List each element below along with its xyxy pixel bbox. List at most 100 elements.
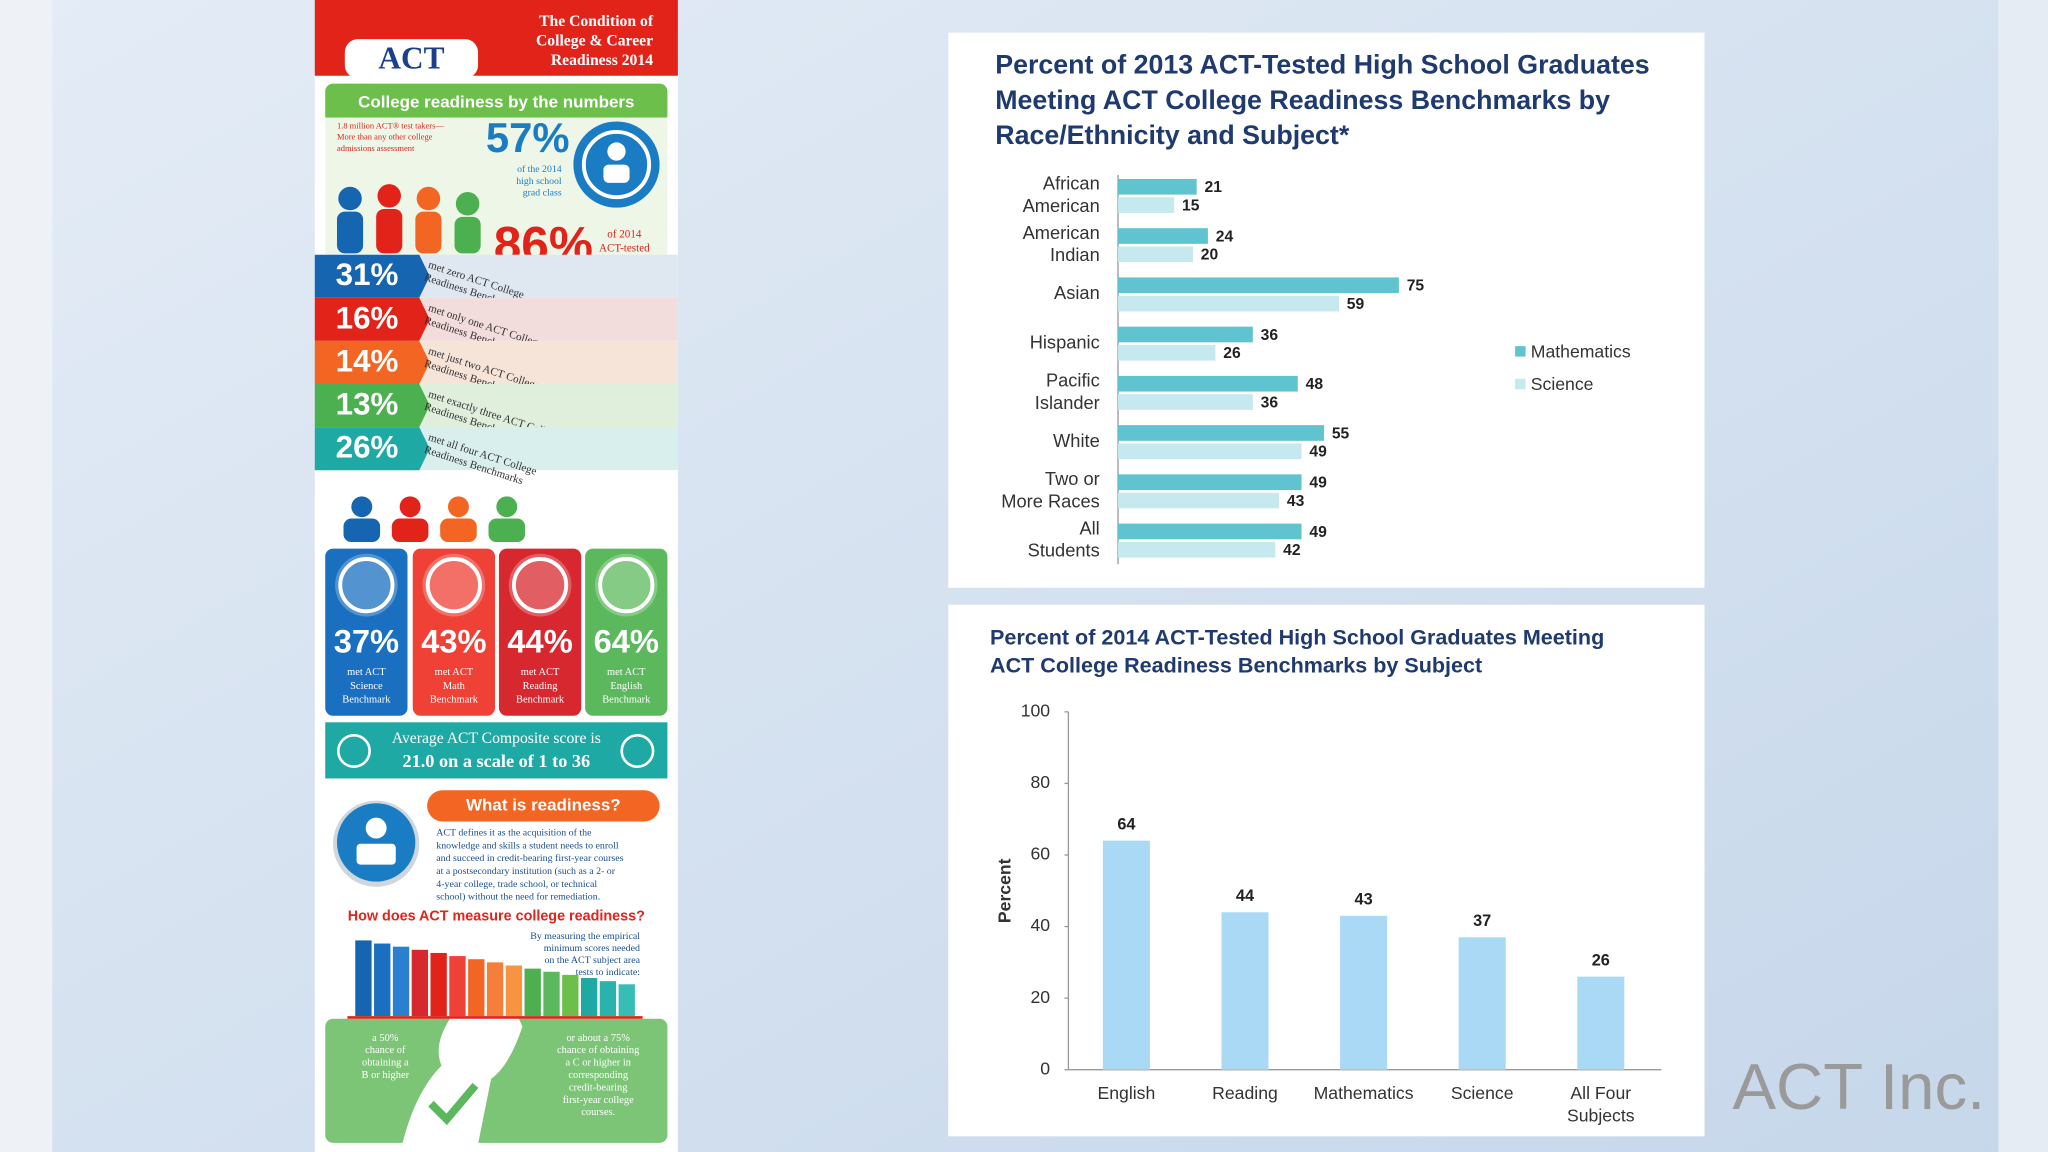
value-label: 49: [1309, 475, 1327, 492]
subject-icon: [508, 553, 572, 617]
subject-icon-ring: [338, 557, 395, 614]
figure: [454, 216, 481, 254]
figure: [448, 496, 469, 518]
test-takers: More than any other college: [337, 132, 433, 142]
value-label: 26: [1592, 951, 1610, 969]
chart: Percent of 2013 ACT-Tested High School G…: [995, 50, 1650, 565]
y-tick-label: American: [1023, 222, 1100, 243]
measure-line: tests to indicate:: [576, 967, 640, 978]
x-tick-label: English: [1097, 1083, 1155, 1103]
bar: [1118, 425, 1324, 441]
subject-column: [325, 548, 408, 716]
chance-b-line: chance of: [365, 1045, 406, 1056]
subject-percent: 43%: [421, 623, 486, 660]
bar: [1118, 541, 1276, 558]
y-tick-label: Two or: [1045, 468, 1100, 489]
subject-column: [412, 548, 496, 716]
bar: [1577, 976, 1625, 1070]
chance-c-line: chance of obtaining: [557, 1045, 640, 1056]
readiness-line: 4-year college, trade school, or technic…: [436, 879, 597, 890]
readiness-line: ACT defines it as the acquisition of the: [436, 828, 592, 839]
grad-share: 57%: [486, 114, 570, 161]
figure: [376, 208, 403, 254]
grad-share-note: of the 2014: [517, 164, 562, 175]
subject-line: Benchmark: [602, 694, 651, 705]
value-label: 42: [1283, 542, 1301, 559]
figure: [440, 518, 477, 543]
icon-body: [603, 164, 630, 183]
left-strip: [0, 0, 53, 1152]
value-label: 20: [1201, 247, 1219, 264]
chance-c-line: or about a 75%: [566, 1033, 630, 1044]
right-strip: [1998, 0, 2048, 1152]
readiness-pill: [427, 790, 660, 822]
figure: [343, 518, 381, 543]
bar: [1118, 228, 1208, 244]
subject-icon-ring: [598, 557, 655, 614]
bar: [1118, 375, 1298, 392]
value-label: 44: [1236, 887, 1254, 905]
benchmark-band: [417, 340, 678, 384]
benchmark-band: [417, 384, 678, 428]
subject-line: Reading: [523, 681, 559, 692]
chance-b-line: B or higher: [362, 1070, 410, 1081]
y-tick-label: Indian: [1050, 244, 1100, 265]
scale-bar: [580, 978, 598, 1017]
test-takers: admissions assessment: [337, 143, 415, 153]
value-label: 55: [1332, 425, 1350, 442]
reader-head: [365, 817, 387, 839]
benchmark-band: [417, 427, 678, 471]
composite-band: [325, 722, 668, 779]
figure: [416, 186, 441, 211]
readiness-line: and succeed in credit-bearing first-year…: [436, 853, 623, 864]
bar: [1118, 474, 1302, 491]
value-label: 48: [1306, 376, 1324, 393]
benchmark-percent: 13%: [336, 386, 399, 421]
grad-share-note: grad class: [523, 188, 562, 199]
bar: [1118, 178, 1197, 195]
subject-line: Math: [443, 681, 466, 692]
scale-bar: [430, 952, 447, 1017]
y-tick-label: All: [1079, 517, 1099, 538]
bar: [1118, 443, 1302, 460]
benchmark-percent: 16%: [336, 300, 399, 335]
bar: [1340, 915, 1388, 1070]
scale-bar: [411, 949, 429, 1017]
reader-book: [356, 843, 396, 865]
check-mark: [428, 1082, 479, 1126]
aspire-note: of 2014: [607, 229, 642, 241]
subject-line: met ACT: [435, 667, 474, 678]
scale-bar: [449, 956, 466, 1017]
logo: ACT: [378, 41, 444, 76]
y-tick-label: Asian: [1054, 282, 1100, 303]
benchmark-tab: [314, 427, 430, 471]
value-label: 21: [1205, 179, 1223, 196]
readiness-line: school) without the need for remediation…: [436, 892, 600, 903]
header-line: The Condition of: [539, 13, 654, 30]
legend-swatch: [1515, 346, 1526, 357]
chance-band: [325, 1018, 668, 1143]
chart: Percent of 2014 ACT-Tested High School G…: [990, 624, 1662, 1125]
figure: [496, 496, 518, 518]
bar: [1118, 394, 1253, 410]
bar: [1118, 277, 1399, 294]
benchmark-percent: 31%: [336, 257, 399, 292]
bar: [1458, 937, 1506, 1070]
value-label: 43: [1355, 890, 1373, 908]
subject-icon: [335, 553, 398, 617]
figure: [351, 496, 373, 518]
footer: ACT Inc.: [1732, 1050, 1985, 1123]
subject-line: Benchmark: [430, 694, 479, 705]
benchmark-band: [417, 254, 678, 298]
header-line: College & Career: [536, 32, 653, 49]
value-label: 36: [1261, 394, 1279, 411]
chart-title: ACT College Readiness Benchmarks by Subj…: [990, 652, 1482, 677]
chance-c-line: corresponding: [568, 1070, 628, 1081]
subject-line: Science: [350, 681, 383, 692]
chart-title: Race/Ethnicity and Subject*: [995, 120, 1350, 150]
value-label: 36: [1261, 327, 1279, 344]
chance-b-line: a 50%: [372, 1033, 399, 1044]
y-axis-label: Percent: [994, 858, 1014, 923]
subject-column: [498, 548, 582, 716]
